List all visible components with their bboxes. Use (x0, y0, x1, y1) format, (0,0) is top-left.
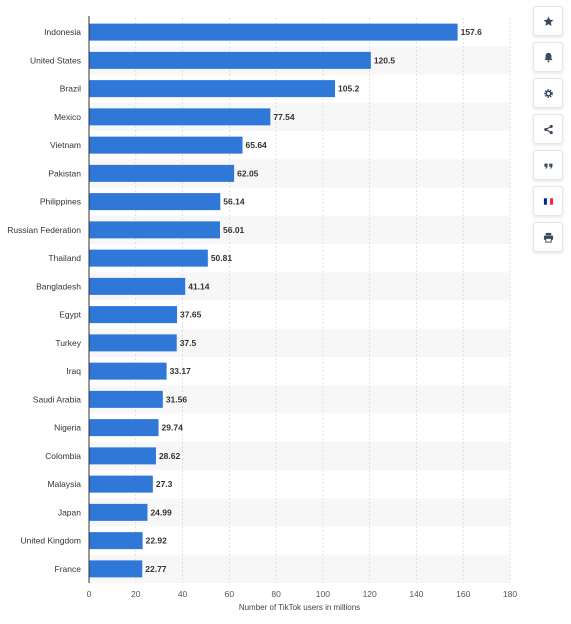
x-tick-label: 40 (178, 589, 188, 599)
row-stripe (89, 554, 510, 583)
row-stripe (89, 441, 510, 470)
data-label: 29.74 (162, 423, 184, 433)
language-button[interactable] (533, 186, 563, 216)
data-label: 31.56 (166, 394, 188, 404)
star-icon (543, 16, 553, 26)
category-label: Indonesia (44, 27, 81, 37)
share-icon (543, 124, 553, 134)
category-label: Colombia (45, 451, 81, 461)
category-label: Bangladesh (36, 281, 81, 291)
bar (89, 419, 159, 437)
data-label: 56.01 (223, 225, 245, 235)
bar (89, 249, 208, 267)
x-tick-label: 100 (316, 589, 330, 599)
data-label: 27.3 (156, 479, 173, 489)
category-label: United Kingdom (21, 536, 81, 546)
data-label: 105.2 (338, 84, 360, 94)
bar (89, 475, 153, 493)
x-tick-label: 160 (456, 589, 470, 599)
bar (89, 334, 177, 352)
category-label: Mexico (54, 112, 81, 122)
category-label: Egypt (59, 310, 81, 320)
category-label: Saudi Arabia (33, 394, 81, 404)
data-label: 56.14 (223, 197, 245, 207)
bar (89, 503, 148, 521)
notification-button[interactable] (533, 42, 563, 72)
bar (89, 362, 167, 380)
gear-icon (543, 88, 553, 98)
category-label: France (55, 564, 82, 574)
x-tick-label: 0 (87, 589, 92, 599)
x-tick-label: 120 (363, 589, 377, 599)
bar (89, 560, 143, 578)
category-label: Turkey (55, 338, 81, 348)
settings-button[interactable] (533, 78, 563, 108)
bar (89, 447, 156, 465)
data-label: 65.64 (246, 140, 268, 150)
data-label: 37.5 (180, 338, 197, 348)
category-label: Philippines (40, 197, 81, 207)
x-axis-title: Number of TikTok users in millions (239, 603, 360, 612)
chart-toolbar (533, 6, 563, 252)
bar (89, 136, 243, 154)
bar (89, 532, 143, 550)
bar (89, 51, 371, 69)
data-label: 28.62 (159, 451, 181, 461)
data-label: 50.81 (211, 253, 233, 263)
x-tick-label: 20 (131, 589, 141, 599)
category-label: Vietnam (50, 140, 81, 150)
cite-button[interactable] (533, 150, 563, 180)
category-label: United States (30, 55, 81, 65)
favorite-button[interactable] (533, 6, 563, 36)
data-label: 24.99 (150, 507, 172, 517)
bar (89, 277, 186, 295)
quote-icon (543, 163, 552, 169)
bar (89, 221, 221, 239)
category-label: Nigeria (54, 423, 81, 433)
x-tick-label: 140 (409, 589, 423, 599)
bar-chart: Indonesia 157.6 United States 120.5 Brazil 10… (7, 16, 517, 612)
x-tick-label: 80 (271, 589, 281, 599)
share-button[interactable] (533, 114, 563, 144)
print-icon (543, 232, 553, 243)
bar (89, 306, 178, 324)
data-label: 37.65 (180, 310, 202, 320)
data-label: 22.77 (145, 564, 167, 574)
flag-icon (543, 197, 553, 205)
data-label: 62.05 (237, 168, 259, 178)
x-tick-label: 180 (503, 589, 517, 599)
bar (89, 193, 221, 211)
category-label: Malaysia (47, 479, 81, 489)
bar (89, 80, 336, 98)
bell-icon (543, 52, 553, 62)
bar (89, 108, 271, 126)
bar (89, 164, 235, 182)
category-label: Russian Federation (7, 225, 81, 235)
data-label: 33.17 (170, 366, 192, 376)
bar (89, 23, 458, 41)
category-label: Pakistan (48, 168, 81, 178)
data-label: 22.92 (146, 536, 168, 546)
category-label: Iraq (66, 366, 81, 376)
data-label: 77.54 (273, 112, 295, 122)
data-label: 157.6 (461, 27, 483, 37)
bar (89, 390, 163, 408)
category-label: Japan (58, 507, 81, 517)
row-stripe (89, 498, 510, 527)
category-label: Brazil (60, 84, 81, 94)
data-label: 41.14 (188, 281, 210, 291)
print-button[interactable] (533, 222, 563, 252)
data-label: 120.5 (374, 55, 396, 65)
x-tick-label: 60 (225, 589, 235, 599)
category-label: Thailand (48, 253, 81, 263)
